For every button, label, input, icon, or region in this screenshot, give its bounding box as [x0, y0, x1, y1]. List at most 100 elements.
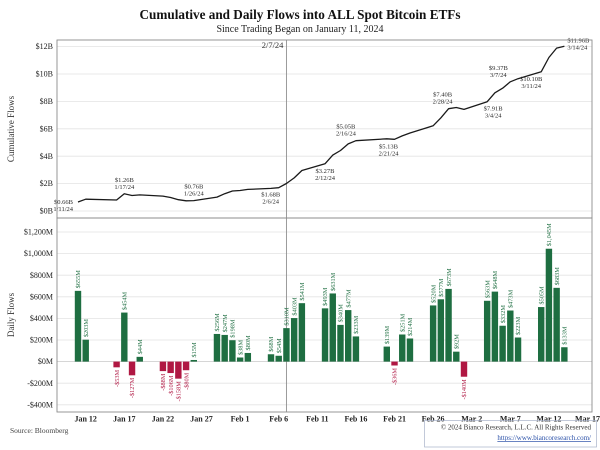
flow-annotation-value: $0.66B [54, 199, 74, 206]
daily-flow-bar [399, 334, 406, 362]
bar-value-label: $38M [237, 340, 244, 355]
y-tick-label: $600M [30, 292, 53, 301]
daily-flow-bar [159, 361, 167, 372]
flow-annotation-value: $0.76B [184, 184, 204, 191]
daily-flow-bar [283, 328, 290, 362]
daily-flow-bar [383, 346, 390, 362]
x-tick-label: Mar 17 [575, 415, 600, 424]
x-tick-label: Jan 27 [190, 415, 212, 424]
flow-annotation-date: 2/16/24 [336, 131, 357, 138]
bar-value-label: $214M [407, 317, 414, 336]
y-tick-label: $400M [30, 314, 53, 323]
chart-title: Cumulative and Daily Flows into ALL Spot… [140, 7, 461, 22]
bar-value-label: $198M [230, 319, 237, 338]
bar-value-label: $673M [446, 268, 453, 287]
flow-annotation-date: 3/14/24 [567, 44, 588, 51]
bar-value-label: $403M [291, 297, 298, 316]
bar-value-label: $233M [353, 315, 360, 334]
daily-flow-bar [437, 299, 445, 362]
bar-value-label: $577M [438, 278, 445, 297]
flow-annotation-value: $9.37B [489, 65, 509, 72]
flow-annotation-value: $10.10B [520, 76, 543, 83]
flow-annotation-date: 1/17/24 [114, 184, 135, 191]
flow-annotation-value: $7.91B [484, 106, 504, 113]
daily-flow-bar [483, 300, 491, 362]
x-tick-label: Feb 16 [344, 415, 367, 424]
bar-value-label: -$158M [176, 381, 183, 402]
daily-flow-bar [453, 351, 460, 362]
y-tick-label: $4B [40, 152, 53, 161]
y-tick-label: $2B [40, 179, 53, 188]
x-tick-label: Mar 2 [461, 415, 482, 424]
bar-value-label: $44M [137, 339, 144, 354]
bar-value-label: $68M [268, 336, 275, 351]
bar-value-label: $655M [75, 270, 82, 289]
y-tick-label: $12B [36, 42, 53, 51]
y-tick-label: $0B [40, 207, 53, 216]
daily-flow-bar [74, 290, 82, 362]
x-tick-label: Jan 22 [152, 415, 174, 424]
x-tick-label: Mar 7 [500, 415, 521, 424]
bar-value-label: $454M [122, 291, 129, 310]
daily-flow-bar [321, 308, 329, 362]
y-axis-title-cumulative: Cumulative Flows [6, 95, 16, 162]
y-tick-label: $1,200M [24, 228, 53, 237]
y-tick-label: $0M [38, 357, 53, 366]
bar-value-label: $256M [214, 313, 221, 332]
bar-value-label: $473M [508, 289, 515, 308]
daily-flow-bar [499, 325, 506, 362]
daily-flow-bar [267, 354, 275, 362]
bar-value-label: -$140M [461, 379, 468, 400]
flow-annotation-date: 2/6/24 [262, 199, 279, 206]
daily-flow-bar [345, 310, 352, 362]
x-tick-label: Feb 26 [422, 415, 445, 424]
daily-panel-border [56, 217, 593, 413]
flow-annotation-value: $1.26B [115, 177, 135, 184]
flow-annotation-value: $5.05B [336, 124, 356, 131]
bar-value-label: -$36M [392, 368, 399, 386]
bar-value-label: $1,045M [546, 223, 553, 246]
bar-value-label: -$53M [114, 369, 121, 387]
x-tick-label: Feb 6 [269, 415, 288, 424]
daily-flow-bar [553, 287, 560, 362]
daily-flow-bar [275, 355, 282, 362]
flow-annotation-date: 3/4/24 [485, 113, 502, 120]
bar-value-label: $80M [245, 335, 252, 350]
y-tick-label: $6B [40, 124, 53, 133]
daily-flow-bar [460, 361, 468, 377]
daily-flow-bar [298, 303, 306, 362]
daily-flow-bar [213, 333, 221, 362]
flow-annotation-date: 3/11/24 [521, 83, 541, 90]
y-tick-label: -$200M [27, 379, 53, 388]
bar-value-label: $251M [399, 313, 406, 332]
flow-annotation-value: $1.68B [261, 192, 281, 199]
daily-flow-bar [538, 307, 545, 362]
bar-value-label: $477M [345, 289, 352, 308]
bar-value-label: $247M [222, 314, 229, 333]
bar-value-label: $505M [538, 286, 545, 305]
x-tick-label: Feb 1 [231, 415, 250, 424]
bar-value-label: $15M [191, 342, 198, 357]
daily-flow-bar [167, 361, 174, 374]
daily-flow-bar [290, 318, 298, 362]
daily-flow-bar [561, 347, 568, 362]
daily-flow-bar [244, 352, 252, 362]
bar-value-label: $92M [453, 334, 460, 349]
daily-flow-bar [175, 361, 182, 379]
y-axis-title-daily: Daily Flows [6, 292, 16, 337]
daily-flow-bar [128, 361, 136, 376]
bar-value-label: $520M [430, 284, 437, 303]
bar-value-label: $54M [276, 338, 283, 353]
y-tick-label: $10B [36, 70, 53, 79]
footer-url[interactable]: https://www.biancoresearch.com/ [497, 434, 591, 442]
plot-area: $0B $2B $4B $6B $8B $10B $12B $1,200M $1,000M $80… [24, 37, 600, 423]
x-tick-label: Mar 12 [536, 415, 561, 424]
bar-value-label: $563M [484, 280, 491, 299]
flow-annotation-value: $7.40B [433, 92, 453, 99]
bar-value-label: $133M [562, 326, 569, 345]
daily-flow-bar [391, 361, 398, 366]
daily-flow-bar [329, 293, 336, 362]
daily-flow-bar [429, 305, 437, 362]
daily-flow-bar [352, 336, 360, 362]
source-note: Source: Bloomberg [10, 426, 69, 435]
